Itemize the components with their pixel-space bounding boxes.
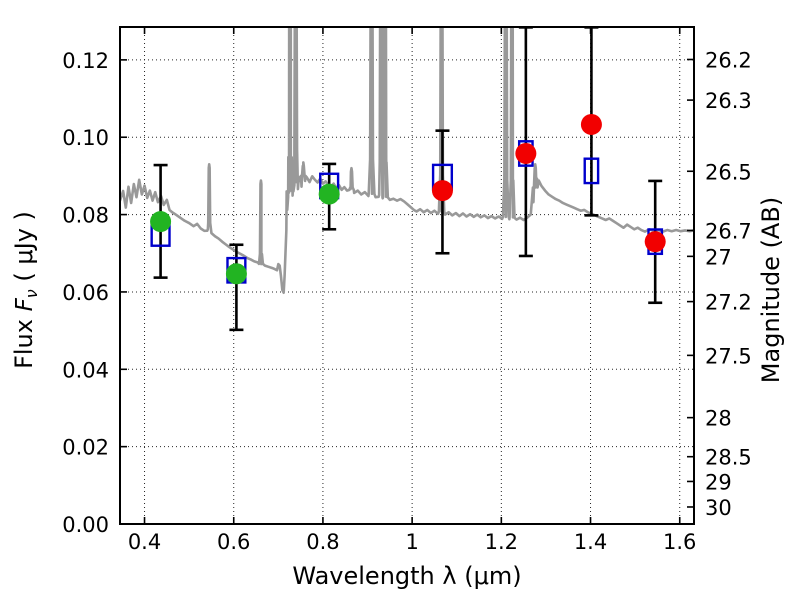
y-tick-label-right: 26.5 (705, 160, 752, 184)
y-tick-label-right: 27.5 (705, 344, 752, 368)
observed-flux-marker (644, 231, 666, 253)
y-tick-label-left: 0.04 (62, 358, 109, 382)
plot-area-background (120, 27, 694, 524)
x-tick-label: 0.6 (217, 530, 250, 554)
svg-text:Flux Fν ( μJy ): Flux Fν ( μJy ) (10, 211, 41, 369)
x-tick-label: 1 (405, 530, 418, 554)
x-tick-labels: 0.4 0.6 0.8 1 1.2 1.4 1.6 (128, 530, 697, 554)
observed-flux-marker (150, 211, 172, 233)
x-axis-title: Wavelength λ (μm) (292, 562, 521, 590)
data-point-group (580, 27, 602, 217)
observed-flux-marker (515, 142, 537, 164)
y-tick-labels-left: 0.00 0.02 0.04 0.06 0.08 0.10 0.12 (62, 49, 109, 537)
y-tick-label-right: 30 (705, 496, 732, 520)
x-tick-label: 1.2 (485, 530, 518, 554)
y-tick-label-right: 27 (705, 245, 732, 269)
data-point-group (431, 129, 454, 255)
data-point-group (318, 162, 340, 231)
y-tick-label-right: 26.7 (705, 219, 752, 243)
observed-flux-marker (225, 263, 247, 285)
y-axis-title-right: Magnitude (AB) (757, 197, 785, 383)
y-tick-label-left: 0.10 (62, 126, 109, 150)
y-tick-label-left: 0.12 (62, 49, 109, 73)
model-spectrum-curve (120, 27, 694, 295)
y-tick-label-left: 0.08 (62, 204, 109, 228)
data-point-group (644, 179, 666, 305)
x-tick-label: 1.4 (574, 530, 607, 554)
y-tick-label-left: 0.06 (62, 281, 109, 305)
observed-flux-marker (431, 180, 453, 202)
y-tick-label-right: 27.2 (705, 291, 752, 315)
x-tick-label: 0.4 (128, 530, 161, 554)
y-tick-label-right: 26.2 (705, 48, 752, 72)
y-tick-label-right: 26.3 (705, 89, 752, 113)
y-tick-label-right: 28.5 (705, 446, 752, 470)
observed-flux-marker (580, 113, 602, 135)
data-point-group (225, 243, 247, 332)
x-tick-label: 1.6 (663, 530, 696, 554)
plot-frame (119, 26, 695, 525)
observed-flux-marker (318, 183, 340, 205)
y-tick-label-right: 29 (705, 470, 732, 494)
y-tick-label-left: 0.02 (62, 436, 109, 460)
x-tick-label: 0.8 (306, 530, 339, 554)
data-points-layer (150, 27, 666, 332)
model-flux-square (583, 157, 600, 185)
axis-ticks (120, 27, 694, 525)
y-axis-title-left: Flux Fν ( μJy ) (10, 211, 41, 369)
data-point-group (150, 163, 172, 279)
y-tick-label-right: 28 (705, 407, 732, 431)
y-tick-label-left: 0.00 (62, 513, 109, 537)
